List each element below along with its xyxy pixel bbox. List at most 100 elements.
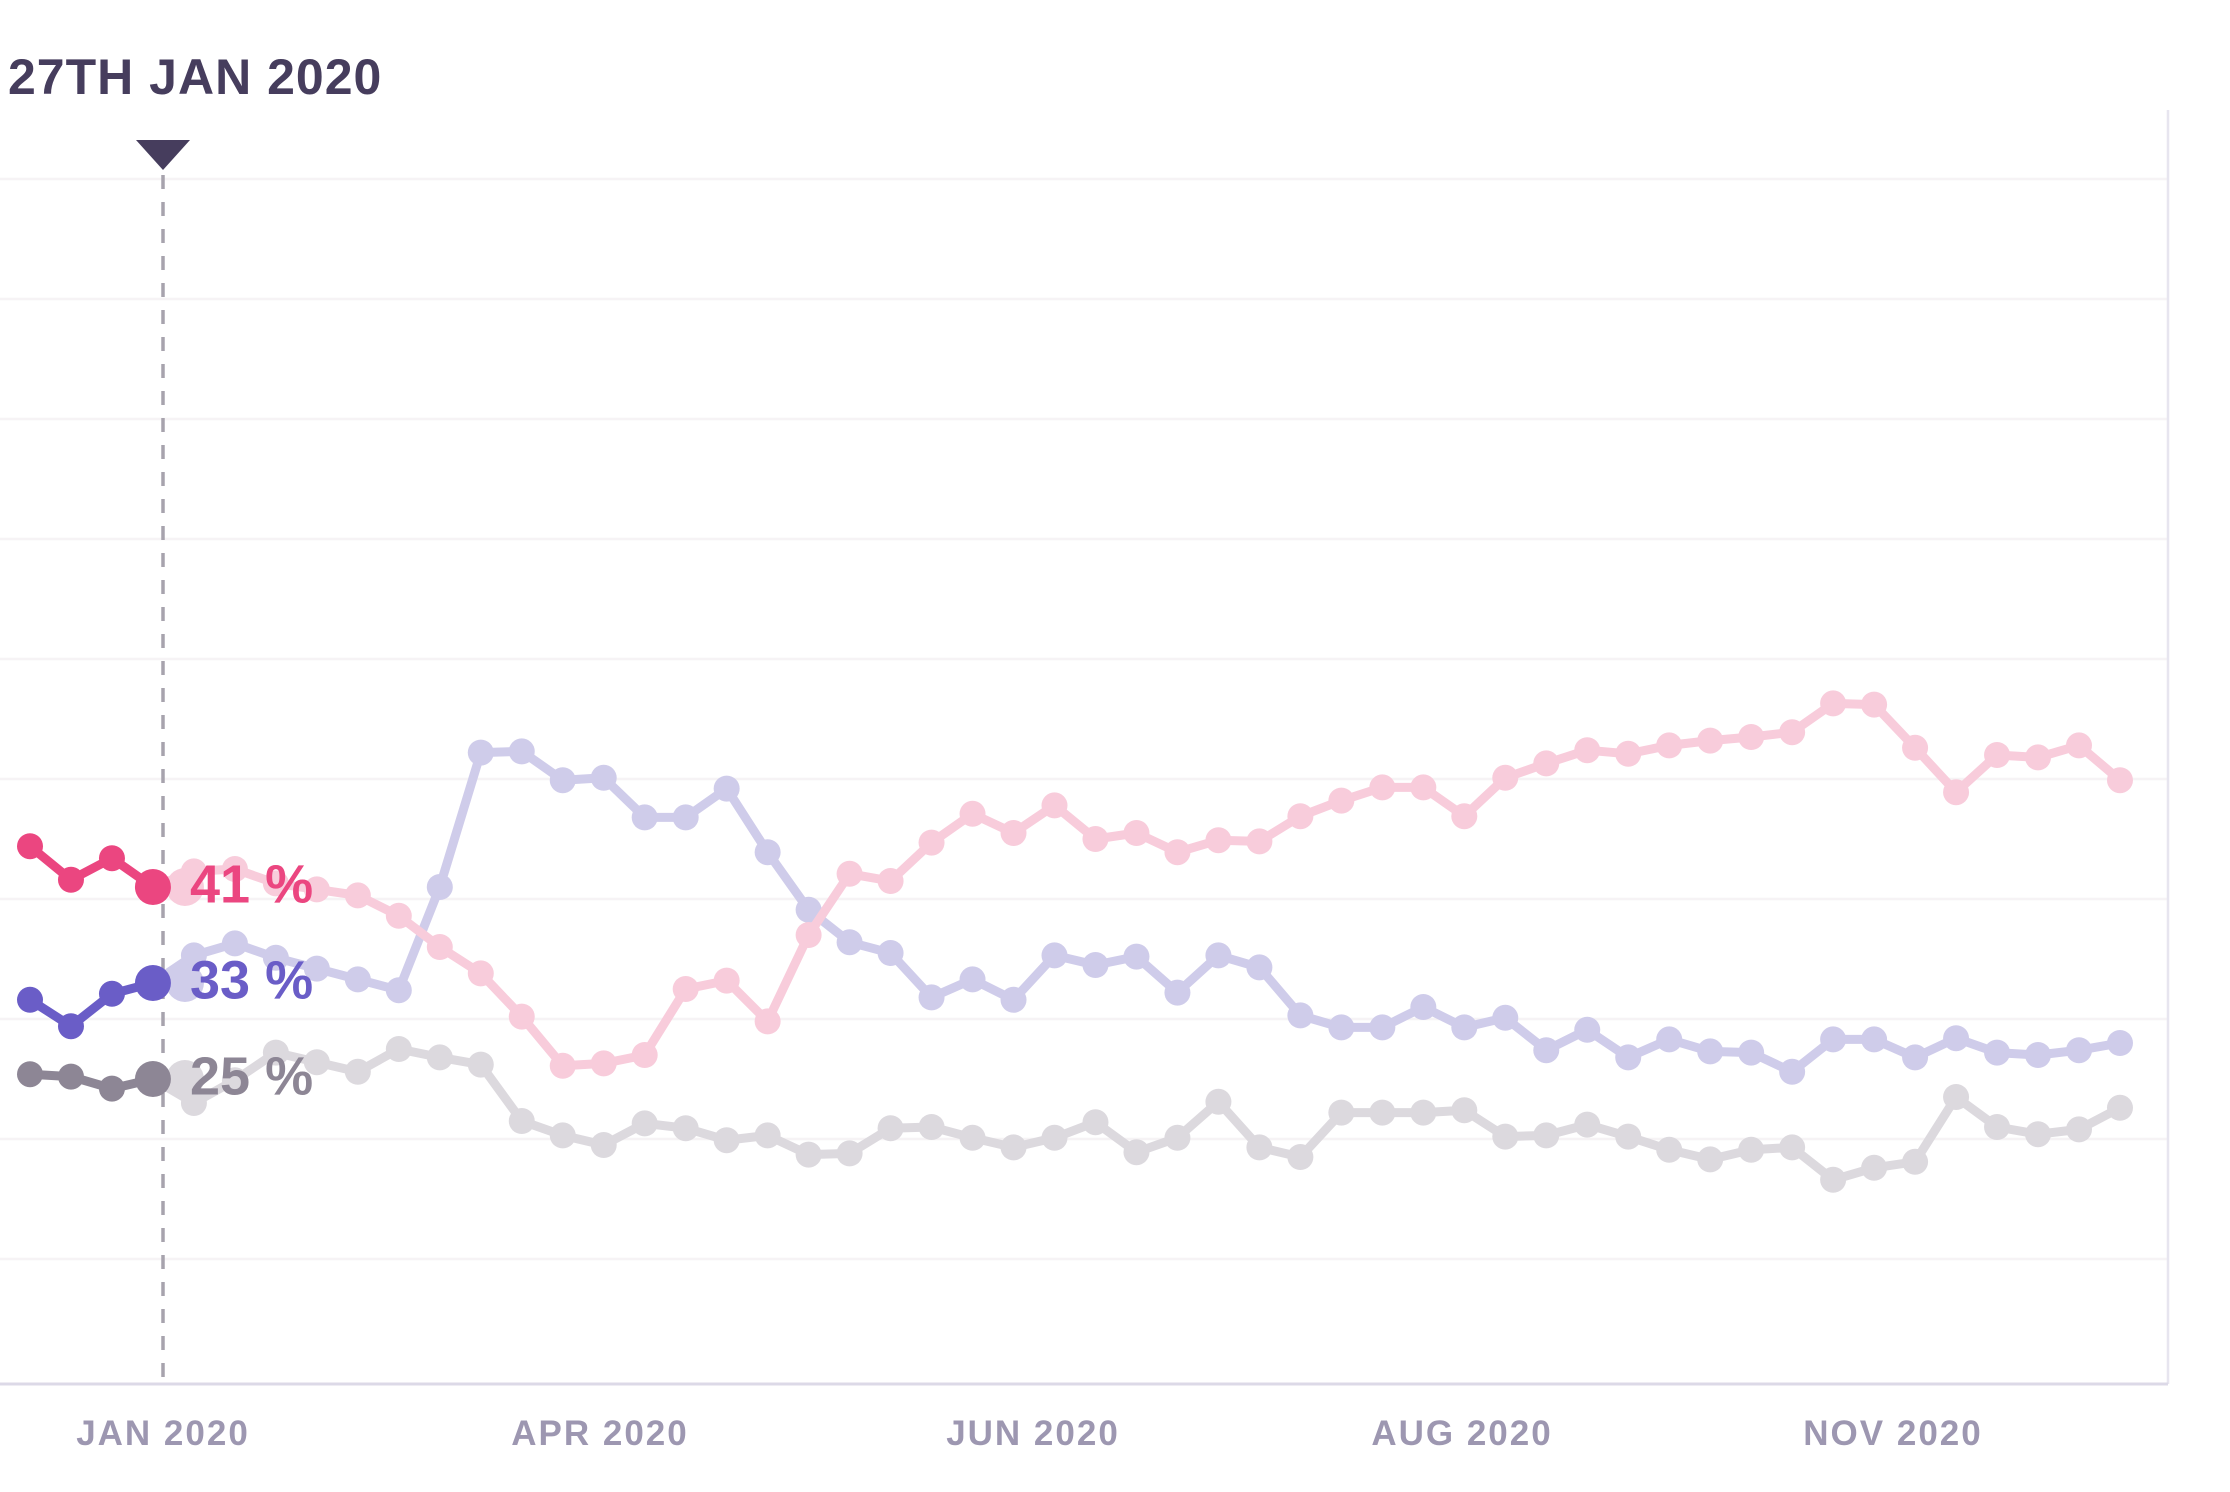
pink-series-point — [713, 967, 740, 994]
purple-series-point — [672, 804, 699, 831]
gray-series-point — [877, 1115, 904, 1142]
purple-series-point — [1369, 1014, 1396, 1041]
pink-series-point — [1984, 742, 2011, 768]
gray-series-point — [1492, 1123, 1519, 1150]
gray-series-point — [549, 1122, 576, 1149]
purple-series-point — [918, 984, 945, 1011]
gray-series-point — [1861, 1154, 1888, 1181]
pink-series-point — [1943, 779, 1970, 806]
purple-series-point — [2106, 1030, 2133, 1056]
purple-series-point — [1656, 1026, 1683, 1053]
gray-series-point — [1123, 1139, 1150, 1166]
purple-series-point — [1902, 1044, 1929, 1071]
purple-series-point — [1574, 1016, 1601, 1043]
purple-series-point — [221, 930, 248, 957]
gray-series-point — [1533, 1122, 1560, 1149]
purple-series-point — [754, 839, 781, 866]
pink-series-point — [631, 1042, 658, 1068]
pink-series-point — [1082, 826, 1109, 852]
gray-series-point — [1369, 1099, 1396, 1126]
x-axis-tick-label-nov: NOV 2020 — [1803, 1414, 1983, 1453]
pink-series-point — [1328, 787, 1355, 814]
purple-series-point — [1861, 1026, 1888, 1053]
pink-series-point — [344, 882, 371, 909]
gray-series-point — [1902, 1148, 1929, 1175]
pink-series-point — [1246, 828, 1273, 855]
gray-series-point — [1410, 1099, 1437, 1126]
pink-series-point — [2066, 732, 2092, 759]
gray-series-point — [1615, 1123, 1642, 1150]
gray-series-point — [17, 1061, 43, 1088]
gray-series-point — [836, 1140, 863, 1167]
purple-series-point — [426, 874, 453, 900]
gray-series-point — [590, 1132, 617, 1158]
pink-series-point — [1533, 750, 1560, 777]
gray-series-point — [1000, 1134, 1027, 1161]
gray-series-point — [713, 1127, 740, 1154]
pink-series-point — [590, 1050, 617, 1077]
purple-series-point — [1492, 1004, 1519, 1031]
purple-series-point — [1820, 1026, 1847, 1053]
purple-series-point — [385, 977, 412, 1004]
gray-series-point — [918, 1114, 945, 1140]
marker-arrow-icon — [136, 140, 190, 170]
purple-series-point — [1410, 994, 1437, 1020]
purple-series-point — [1123, 943, 1150, 970]
pink-series-point — [795, 922, 822, 948]
pink-series-point — [303, 876, 330, 903]
pink-series-point — [1574, 737, 1601, 764]
x-axis-tick-label-aug: AUG 2020 — [1371, 1414, 1553, 1453]
purple-series-point — [467, 739, 494, 766]
gray-series-point — [2066, 1116, 2092, 1143]
gray-series-point — [631, 1110, 658, 1137]
pink-series-point — [57, 866, 84, 893]
purple-series-point — [1328, 1014, 1355, 1041]
gray-series-point — [1287, 1144, 1314, 1170]
purple-series-point — [1451, 1014, 1478, 1041]
purple-series-point — [631, 804, 658, 831]
gray-series-point — [1041, 1124, 1068, 1151]
purple-series-point — [1943, 1025, 1970, 1052]
purple-series-point — [959, 966, 986, 993]
purple-series-point — [1697, 1038, 1724, 1065]
pink-series-point — [877, 868, 904, 894]
gray-series-point — [221, 1067, 248, 1094]
pink-series-value-label: 41 % — [190, 854, 314, 915]
pink-series-point — [549, 1052, 576, 1079]
pink-series-point — [2025, 744, 2052, 771]
gray-series-point — [2025, 1121, 2052, 1148]
purple-series-point — [1000, 986, 1027, 1013]
pink-series-point — [1369, 774, 1396, 801]
pink-series-point — [1861, 691, 1888, 718]
x-axis-tick-label-jun: JUN 2020 — [946, 1414, 1120, 1453]
gray-series-point — [1697, 1146, 1724, 1173]
gray-series-point — [959, 1124, 986, 1151]
gray-series-marker-dot — [134, 1061, 171, 1097]
pink-series-point — [1287, 803, 1314, 830]
pink-series-point — [1041, 792, 1068, 819]
gray-series-value-label: 25 % — [190, 1046, 314, 1107]
gray-series-point — [1984, 1114, 2011, 1140]
pink-series-point — [1205, 827, 1232, 854]
gray-series-point — [1082, 1109, 1109, 1136]
purple-series-point — [57, 1013, 84, 1040]
purple-series-point — [877, 940, 904, 966]
pink-series-line-solid — [25, 841, 158, 892]
purple-series-line-solid — [25, 978, 158, 1031]
gray-series-point — [1779, 1134, 1806, 1161]
purple-series-marker-dot — [134, 965, 171, 1001]
pink-series-point — [1451, 803, 1478, 830]
pink-series-point — [1697, 727, 1724, 754]
pink-series-point — [672, 976, 699, 1002]
purple-series-value-label: 33 % — [190, 950, 314, 1011]
purple-series-line-faded — [148, 746, 2125, 1077]
purple-series-point — [1533, 1037, 1560, 1064]
gray-series-point — [795, 1141, 822, 1168]
gray-series-point — [1451, 1097, 1478, 1124]
pink-series-point — [1738, 724, 1765, 750]
purple-series-point — [262, 944, 289, 971]
pink-series-point — [508, 1003, 535, 1030]
pink-series-point — [1902, 734, 1929, 761]
purple-series-point — [795, 896, 822, 923]
